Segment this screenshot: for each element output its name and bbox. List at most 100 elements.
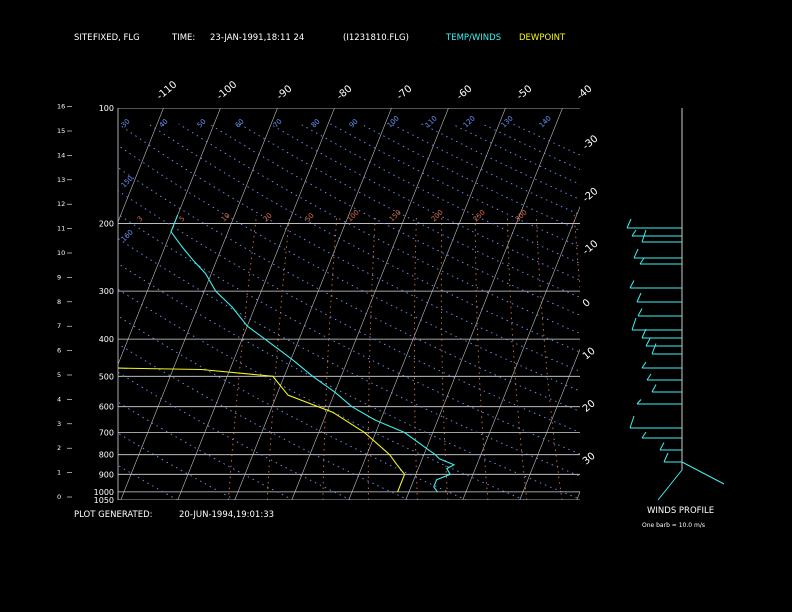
isotherm-line (748, 108, 792, 500)
wind-barb-flag (651, 343, 657, 355)
dry-adiabat-line (360, 123, 580, 232)
time-value: 23-JAN-1991,18:11 24 (210, 33, 305, 43)
dry-adiabat-line (118, 190, 580, 433)
wind-barb-flag (646, 373, 652, 381)
wind-barb-shaft (657, 469, 683, 501)
height-label: 7 (57, 322, 61, 330)
mixing-ratio-label: 5 (178, 215, 187, 224)
adiabat-label: 30 (120, 117, 132, 129)
height-label: 1 (57, 469, 61, 477)
adiabat-label: 90 (348, 117, 360, 129)
isotherm-line (118, 108, 164, 223)
pressure-label: 500 (99, 372, 114, 381)
mixing-ratio-label: 3 (136, 215, 145, 224)
legend-dewpoint: DEWPOINT (519, 33, 566, 43)
dry-adiabat-line (208, 123, 580, 316)
mixing-ratio-label: 100 (346, 208, 361, 223)
adiabat-label: 140 (538, 114, 553, 129)
mixing-ratio-label: 150 (388, 208, 403, 223)
file-name: (I1231810.FLG) (343, 33, 409, 43)
dry-adiabat-line (512, 123, 580, 156)
isotherm-label-right: -10 (581, 238, 601, 257)
adiabat-label: 70 (272, 117, 284, 129)
adiabat-label: 150 (120, 174, 135, 189)
wind-barb-flag (636, 399, 642, 405)
isotherm-label-right: 20 (581, 398, 598, 415)
isotherm-label-top: -60 (455, 83, 475, 102)
dewpoint-trace (118, 367, 406, 493)
dry-adiabat-line (481, 123, 580, 170)
dry-adiabat-line (239, 123, 580, 298)
isotherm-line (348, 108, 506, 500)
legend-temp-winds: TEMP/WINDS (446, 33, 502, 43)
pressure-label: 1000 (94, 488, 114, 497)
pressure-label: 100 (99, 104, 114, 113)
wind-barb-flag (645, 338, 651, 347)
wind-barb-flag (651, 384, 657, 393)
dry-adiabat-line (390, 123, 580, 216)
wind-barb-flag (636, 292, 642, 303)
mixing-ratio-line (367, 214, 376, 500)
isotherm-label-top: -80 (335, 83, 355, 102)
dry-adiabat-line (118, 167, 580, 412)
height-label: 12 (57, 200, 65, 208)
pressure-label: 300 (99, 287, 114, 296)
isotherm-label-right: -20 (581, 186, 601, 205)
isotherm-label-right: -30 (581, 133, 601, 152)
height-label: 9 (57, 273, 61, 281)
adiabat-label: 80 (310, 117, 322, 129)
pressure-label: 400 (99, 335, 114, 344)
isotherm-line (0, 108, 107, 500)
mixing-ratio-label: 10 (220, 211, 232, 223)
isotherm-line (291, 108, 449, 500)
mixing-ratio-line (506, 214, 528, 500)
mixing-ratio-line (474, 214, 489, 500)
isotherm-line (177, 108, 335, 500)
wind-barb-flag (633, 248, 639, 259)
isotherm-line (576, 491, 580, 500)
dry-adiabat-line (178, 123, 580, 334)
adiabat-label: 110 (424, 114, 439, 129)
adiabat-label: 120 (462, 114, 477, 129)
mixing-ratio-label: 300 (514, 208, 529, 223)
wind-barb-flag (663, 452, 669, 463)
mixing-ratio-line (440, 214, 449, 500)
height-label: 6 (57, 347, 61, 355)
mixing-ratio-line (413, 214, 418, 500)
dry-adiabat-line (118, 237, 580, 477)
isotherm-line (519, 348, 580, 500)
height-label: 0 (57, 493, 61, 501)
adiabat-label: 40 (158, 117, 170, 129)
dry-adiabat-line (118, 288, 525, 500)
pressure-label: 1050 (94, 496, 114, 505)
isotherm-line (691, 108, 792, 500)
height-label: 10 (57, 249, 65, 257)
isotherm-label-top: -90 (275, 83, 295, 102)
dry-adiabat-line (118, 213, 580, 455)
wind-barb-shaft (681, 461, 725, 485)
dry-adiabat-line (118, 371, 351, 500)
plot-generated-value: 20-JUN-1994,19:01:33 (179, 510, 275, 520)
dry-adiabat-line (299, 123, 580, 264)
dry-adiabat-line (451, 123, 580, 185)
isotherm-label-right: 10 (581, 346, 598, 363)
dry-adiabat-line (269, 123, 580, 281)
pressure-label: 700 (99, 428, 114, 437)
dry-adiabat-line (330, 123, 580, 248)
isotherm-label-top: -70 (395, 83, 415, 102)
height-label: 14 (57, 151, 65, 159)
adiabat-label: 60 (234, 117, 246, 129)
mixing-ratio-line (322, 214, 338, 500)
wind-barb-flag (639, 257, 645, 265)
dry-adiabat-line (148, 123, 580, 353)
isotherm-line (0, 108, 50, 500)
wind-barb-flag (637, 308, 643, 317)
temperature-trace (170, 214, 456, 493)
winds-profile-title: WINDS PROFILE (647, 506, 715, 516)
pressure-label: 200 (99, 220, 114, 229)
isotherm-line (634, 108, 791, 500)
mixing-ratio-line (266, 214, 291, 500)
height-label: 16 (57, 103, 65, 111)
height-label: 15 (57, 127, 65, 135)
